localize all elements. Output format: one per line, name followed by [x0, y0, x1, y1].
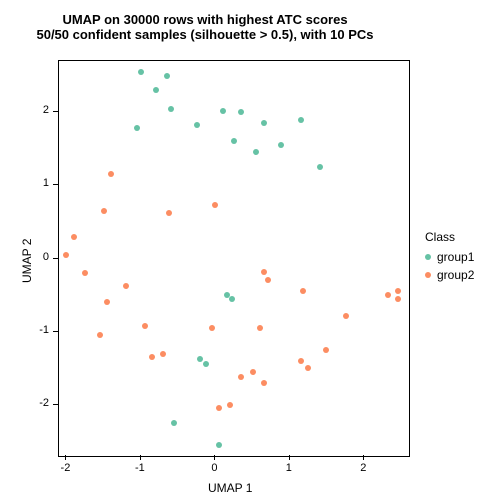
x-tick — [140, 455, 141, 460]
x-axis-label: UMAP 1 — [208, 481, 252, 495]
x-tick-label: -1 — [125, 462, 155, 474]
title-line-1: UMAP on 30000 rows with highest ATC scor… — [0, 12, 410, 27]
x-tick-label: 1 — [274, 462, 304, 474]
y-tick-label: 1 — [23, 177, 49, 189]
data-point — [343, 313, 349, 319]
data-point — [123, 283, 129, 289]
y-tick — [53, 404, 58, 405]
data-point — [250, 369, 256, 375]
chart-title: UMAP on 30000 rows with highest ATC scor… — [0, 12, 410, 42]
data-point — [104, 299, 110, 305]
legend-label: group2 — [437, 268, 474, 282]
title-line-2: 50/50 confident samples (silhouette > 0.… — [0, 27, 410, 42]
data-point — [203, 361, 209, 367]
data-point — [385, 292, 391, 298]
data-point — [265, 277, 271, 283]
data-point — [395, 288, 401, 294]
data-point — [142, 323, 148, 329]
data-point — [160, 351, 166, 357]
data-point — [166, 210, 172, 216]
y-tick — [53, 258, 58, 259]
data-point — [108, 171, 114, 177]
legend-label: group1 — [437, 250, 474, 264]
data-point — [216, 405, 222, 411]
data-point — [300, 288, 306, 294]
data-point — [395, 296, 401, 302]
x-tick-label: 2 — [348, 462, 378, 474]
y-tick-label: 2 — [23, 104, 49, 116]
data-point — [71, 234, 77, 240]
legend-dot-icon — [425, 272, 431, 278]
data-point — [238, 109, 244, 115]
data-point — [231, 138, 237, 144]
scatter-figure: UMAP on 30000 rows with highest ATC scor… — [0, 0, 504, 504]
legend-item: group2 — [425, 268, 474, 282]
legend-item: group1 — [425, 250, 474, 264]
data-point — [227, 402, 233, 408]
data-point — [317, 164, 323, 170]
data-point — [171, 420, 177, 426]
data-point — [149, 354, 155, 360]
data-point — [298, 358, 304, 364]
data-point — [261, 380, 267, 386]
y-tick — [53, 111, 58, 112]
data-point — [278, 142, 284, 148]
legend-dot-icon — [425, 254, 431, 260]
data-point — [216, 442, 222, 448]
y-tick — [53, 184, 58, 185]
plot-area — [58, 60, 410, 457]
data-point — [212, 202, 218, 208]
x-tick-label: -2 — [50, 462, 80, 474]
x-tick — [289, 455, 290, 460]
data-point — [220, 108, 226, 114]
data-point — [153, 87, 159, 93]
data-point — [305, 365, 311, 371]
data-point — [164, 73, 170, 79]
data-point — [238, 374, 244, 380]
data-point — [63, 252, 69, 258]
data-point — [229, 296, 235, 302]
y-tick-label: -2 — [23, 397, 49, 409]
data-point — [261, 269, 267, 275]
y-tick-label: 0 — [23, 251, 49, 263]
data-point — [168, 106, 174, 112]
data-point — [97, 332, 103, 338]
legend-title: Class — [425, 230, 455, 244]
data-point — [298, 117, 304, 123]
data-point — [253, 149, 259, 155]
x-tick-label: 0 — [199, 462, 229, 474]
data-point — [101, 208, 107, 214]
data-point — [82, 270, 88, 276]
data-point — [194, 122, 200, 128]
y-tick-label: -1 — [23, 324, 49, 336]
data-point — [197, 356, 203, 362]
data-point — [134, 125, 140, 131]
data-point — [209, 325, 215, 331]
x-tick — [65, 455, 66, 460]
x-tick — [363, 455, 364, 460]
data-point — [257, 325, 263, 331]
y-tick — [53, 331, 58, 332]
x-tick — [214, 455, 215, 460]
data-point — [261, 120, 267, 126]
data-point — [138, 69, 144, 75]
data-point — [323, 347, 329, 353]
